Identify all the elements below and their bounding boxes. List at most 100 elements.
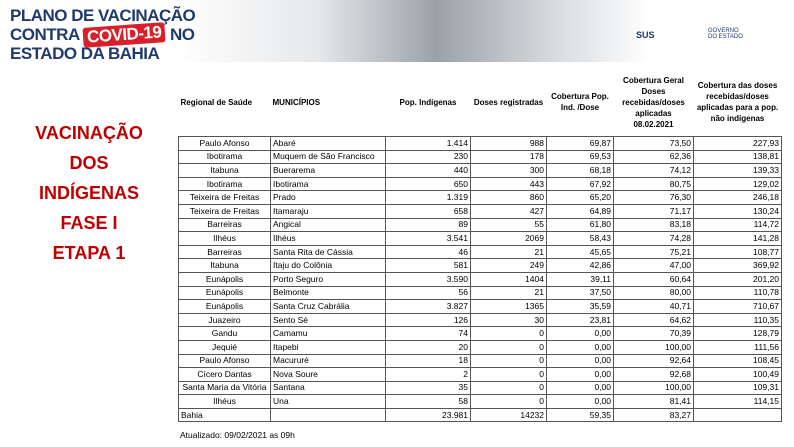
table-row: Itabuna Buerarema 440 300 68,18 74,12 139,33: [178, 163, 782, 178]
table-cell: 1365: [470, 299, 547, 314]
table-cell: 0,00: [546, 326, 614, 341]
table-cell: 138,81: [693, 149, 782, 165]
total-row: Bahia 23.981 14232 59,35 83,27: [178, 407, 782, 423]
table-cell: Buerarema: [270, 163, 386, 178]
table-cell: [693, 407, 782, 423]
table-row: Ilhéus Una 58 0 0,00 81,41 114,15: [178, 394, 782, 409]
table-cell: 658: [385, 203, 471, 219]
table-cell: Barreiras: [178, 217, 271, 233]
table-cell: 58: [385, 394, 471, 409]
table-cell: 129,02: [693, 176, 782, 192]
banner-text: ESTADO DA BAHIA: [10, 44, 160, 63]
table-cell: 58,43: [546, 231, 614, 246]
table-cell: 80,75: [613, 176, 694, 192]
table-cell: 65,20: [546, 190, 614, 205]
table-cell: 650: [385, 176, 471, 192]
table-cell: 0: [470, 394, 547, 409]
table-cell: Santa Cruz Cabrália: [270, 299, 386, 314]
table-cell: 74,28: [613, 231, 694, 246]
table-cell: Cícero Dantas: [178, 367, 271, 382]
table-cell: Eunápolis: [178, 271, 271, 287]
table-cell: 108,77: [693, 244, 782, 260]
table-cell: 427: [470, 203, 547, 219]
table-cell: Ilhéus: [178, 394, 271, 409]
table-cell: 100,00: [613, 380, 694, 396]
table-cell: 230: [385, 149, 471, 165]
table-cell: Gandu: [178, 326, 271, 341]
table-cell: 126: [385, 312, 471, 328]
table-cell: 0,00: [546, 353, 614, 369]
banner-text: PLANO DE VACINAÇÃO: [10, 6, 196, 25]
table-cell: 988: [470, 136, 547, 151]
table-cell: 111,56: [693, 339, 782, 355]
table-cell: 67,92: [546, 176, 614, 192]
table-cell: 178: [470, 149, 547, 165]
table-cell: Itapebi: [270, 339, 386, 355]
table-cell: 68,18: [546, 163, 614, 178]
table-cell: 71,17: [613, 203, 694, 219]
table-cell: 76,30: [613, 190, 694, 205]
table-cell: 42,86: [546, 258, 614, 273]
table-row: Jequié Itapebi 20 0 0,00 100,00 111,56: [178, 339, 782, 355]
table-cell: 227,93: [693, 136, 782, 151]
side-title-line: FASE I: [60, 213, 118, 233]
table-cell: 0,00: [546, 339, 614, 355]
table-cell: 300: [470, 163, 547, 178]
table-cell: 0,00: [546, 367, 614, 382]
table-cell: 249: [470, 258, 547, 273]
table-row: Itabuna Itaju do Colônia 581 249 42,86 47,00 3…: [178, 258, 782, 273]
table-row: Eunápolis Santa Cruz Cabrália 3.827 1365 35,…: [178, 299, 782, 314]
table-cell: 83,27: [613, 407, 694, 423]
table-cell: 114,15: [693, 394, 782, 409]
table-cell: 80,00: [613, 285, 694, 301]
table-cell: 1404: [470, 271, 547, 287]
table-cell: 64,89: [546, 203, 614, 219]
table-cell: 62,36: [613, 149, 694, 165]
table-row: Gandu Camamu 74 0 0,00 70,39 128,79: [178, 326, 782, 341]
table-cell: 55: [470, 217, 547, 233]
table-cell: Santa Maria da Vitória: [178, 380, 271, 396]
table-cell: Santana: [270, 380, 386, 396]
table-row: Barreiras Angical 89 55 61,80 83,18 114,72: [178, 217, 782, 233]
side-title-line: DOS: [69, 153, 109, 173]
footer-note: Atualizado: 09/02/2021 as 09h: [180, 430, 295, 440]
table-cell: 3.541: [385, 231, 471, 246]
table-cell: Prado: [270, 190, 386, 205]
table-cell: 20: [385, 339, 471, 355]
table-cell: Una: [270, 394, 386, 409]
table-cell: 92,64: [613, 353, 694, 369]
table-cell: 56: [385, 285, 471, 301]
table-cell: 45,65: [546, 244, 614, 260]
table-cell: 23,81: [546, 312, 614, 328]
table-cell: Ibotirama: [270, 176, 386, 192]
table-row: Cícero Dantas Nova Soure 2 0 0,00 92,68 100,49: [178, 367, 782, 382]
banner-text: NO: [169, 25, 195, 44]
table-cell: Paulo Afonso: [178, 353, 271, 369]
table-cell: 581: [385, 258, 471, 273]
header-row: Regional de Saúde MUNICÍPIOS Pop. Indígena…: [178, 68, 782, 137]
table-cell: 35,59: [546, 299, 614, 314]
table-cell: Eunápolis: [178, 299, 271, 314]
logo-gov: GOVERNO DO ESTADO: [708, 28, 743, 40]
table-cell: 64,62: [613, 312, 694, 328]
table-cell: 0: [470, 339, 547, 355]
side-title-line: VACINAÇÃO: [35, 123, 143, 143]
table-row: Paulo Afonso Abaré 1.414 988 69,87 73,50 227,9…: [178, 136, 782, 151]
table-cell: 100,49: [693, 367, 782, 382]
table-cell: 3.827: [385, 299, 471, 314]
table-cell: Itabuna: [178, 258, 271, 273]
table-cell: Juazeiro: [178, 312, 271, 328]
table-cell: Ibotirama: [178, 149, 271, 165]
table-cell: 201,20: [693, 271, 782, 287]
table-cell: 710,67: [693, 299, 782, 314]
table-cell: 69,87: [546, 136, 614, 151]
table-cell: Teixeira de Freitas: [178, 203, 271, 219]
table-cell: 443: [470, 176, 547, 192]
table-cell: 30: [470, 312, 547, 328]
side-title: VACINAÇÃO DOS INDÍGENAS FASE I ETAPA 1: [0, 118, 178, 268]
banner-text: CONTRA COVID-19 NO: [10, 22, 195, 48]
table-row: Teixeira de Freitas Itamaraju 658 427 64,89 7…: [178, 203, 782, 219]
table-cell: 0,00: [546, 380, 614, 396]
table-cell: 46: [385, 244, 471, 260]
